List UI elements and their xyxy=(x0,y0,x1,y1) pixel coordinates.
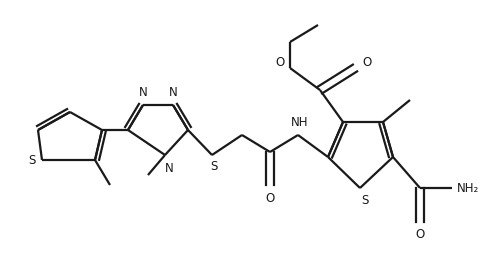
Text: N: N xyxy=(139,86,147,100)
Text: N: N xyxy=(165,162,173,175)
Text: O: O xyxy=(416,229,425,242)
Text: NH₂: NH₂ xyxy=(457,182,479,194)
Text: NH: NH xyxy=(291,116,309,129)
Text: S: S xyxy=(361,194,368,208)
Text: O: O xyxy=(363,56,371,69)
Text: N: N xyxy=(169,86,177,100)
Text: O: O xyxy=(266,191,274,205)
Text: S: S xyxy=(210,160,218,174)
Text: S: S xyxy=(28,153,36,167)
Text: O: O xyxy=(275,56,285,69)
